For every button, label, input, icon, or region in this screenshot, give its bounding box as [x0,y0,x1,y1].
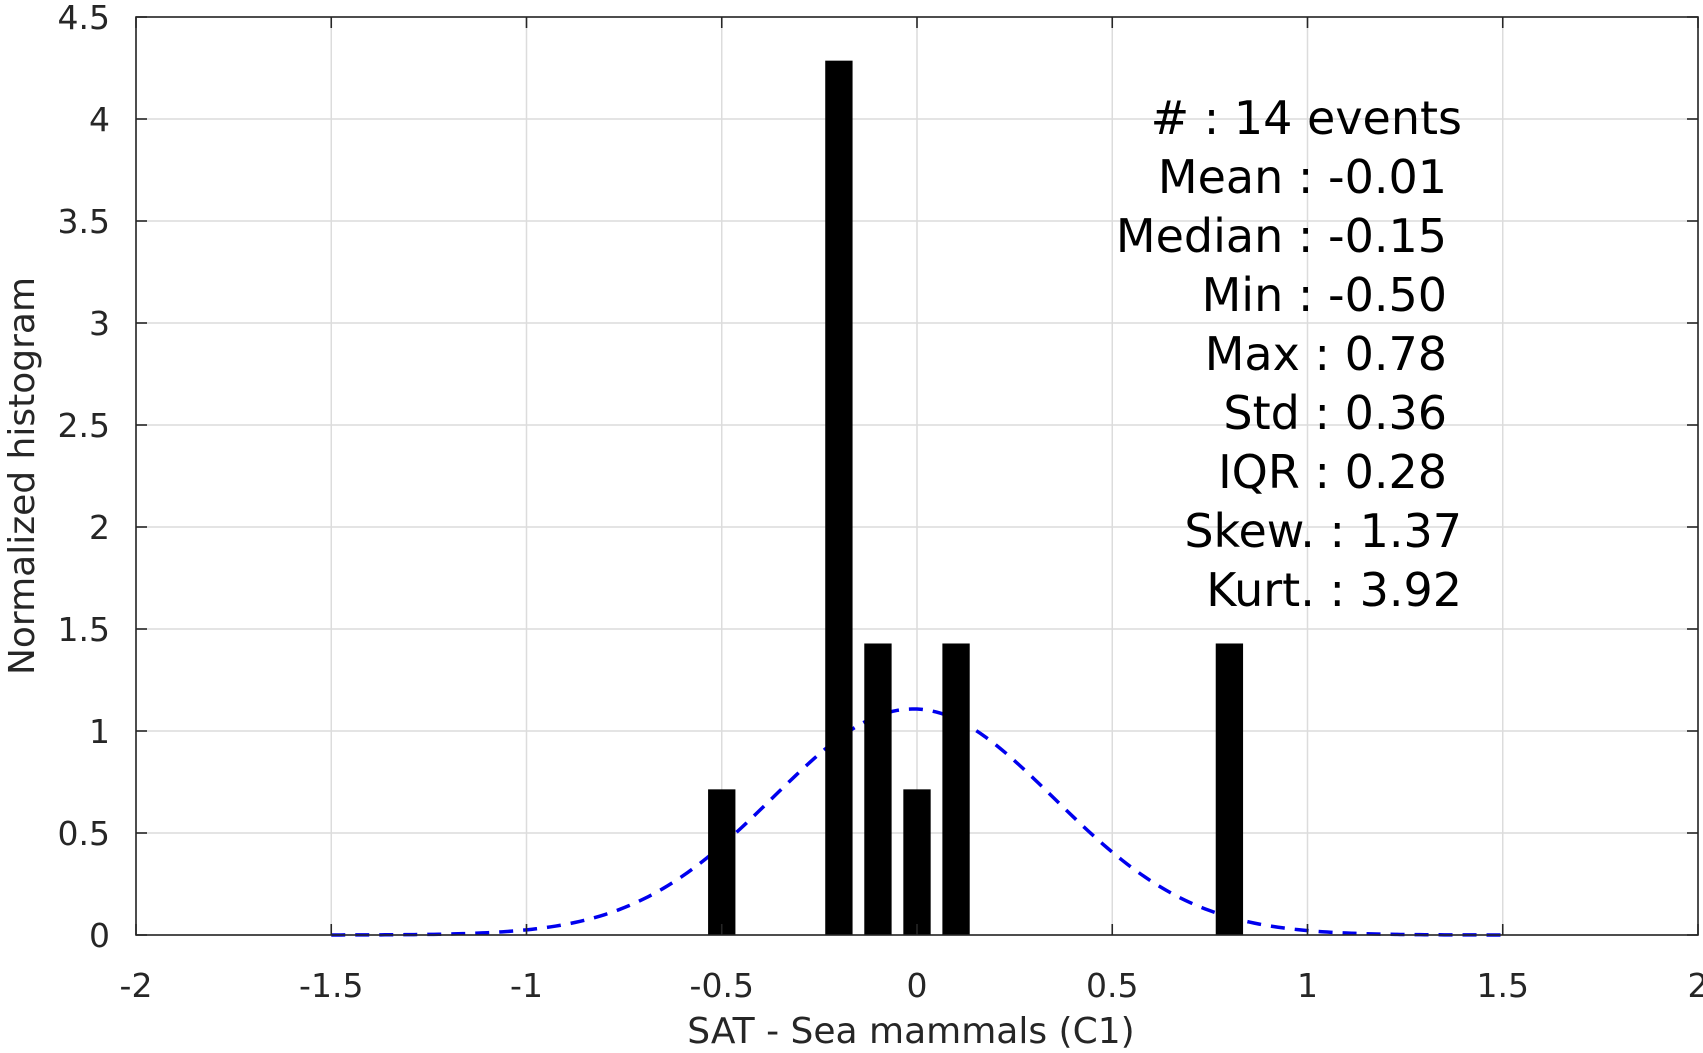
grid-layer [135,16,1699,936]
x-tick-label: -0.5 [690,966,754,1005]
stats-line: Max : 0.78 [1205,327,1447,381]
histogram-bar [942,643,970,935]
stats-line: # : 14 events [1151,91,1462,145]
histogram-bar [903,789,931,935]
stats-line: Kurt. : 3.92 [1206,563,1462,617]
x-tick-label: -1 [510,966,543,1005]
y-tick-label: 4 [89,100,110,139]
histogram-bar [1215,643,1244,935]
y-tick-label: 2.5 [58,406,110,445]
y-tick-label: 3.5 [58,202,110,241]
stats-line: Mean : -0.01 [1158,150,1447,204]
y-tick-label: 1 [89,712,110,751]
stats-line: Std : 0.36 [1223,386,1447,440]
y-tick-label: 0.5 [58,814,110,853]
x-tick-label: -2 [120,966,153,1005]
axes-frame [135,16,1699,936]
y-tick-label: 1.5 [58,610,110,649]
x-tick-labels: -2 -1.5 -1 -0.5 0 0.5 1 1.5 2 [120,966,1703,1005]
x-tick-label: 1 [1297,966,1318,1005]
y-tick-label: 3 [89,304,110,343]
y-tick-labels: 0 0.5 1 1.5 2 2.5 3 3.5 4 4.5 [58,0,110,955]
y-tick-label: 2 [89,508,110,547]
x-tick-label: 0.5 [1086,966,1138,1005]
x-tick-label: 2 [1688,966,1703,1005]
stats-line: Min : -0.50 [1202,268,1447,322]
y-tick-label: 4.5 [58,0,110,37]
bar-layer [708,60,1244,935]
x-axis-label: SAT - Sea mammals (C1) [687,1011,1134,1052]
stats-line: Median : -0.15 [1116,209,1447,263]
x-tick-label: -1.5 [299,966,363,1005]
x-tick-label: 0 [907,966,928,1005]
x-tick-label: 1.5 [1477,966,1529,1005]
histogram-bar [708,789,736,935]
histogram-bar [864,643,892,935]
stats-line: Skew. : 1.37 [1184,504,1462,558]
stats-line: IQR : 0.28 [1218,445,1447,499]
y-axis-label: Normalized histogram [2,277,43,675]
histogram-bar [825,60,853,935]
y-tick-label: 0 [89,916,110,955]
